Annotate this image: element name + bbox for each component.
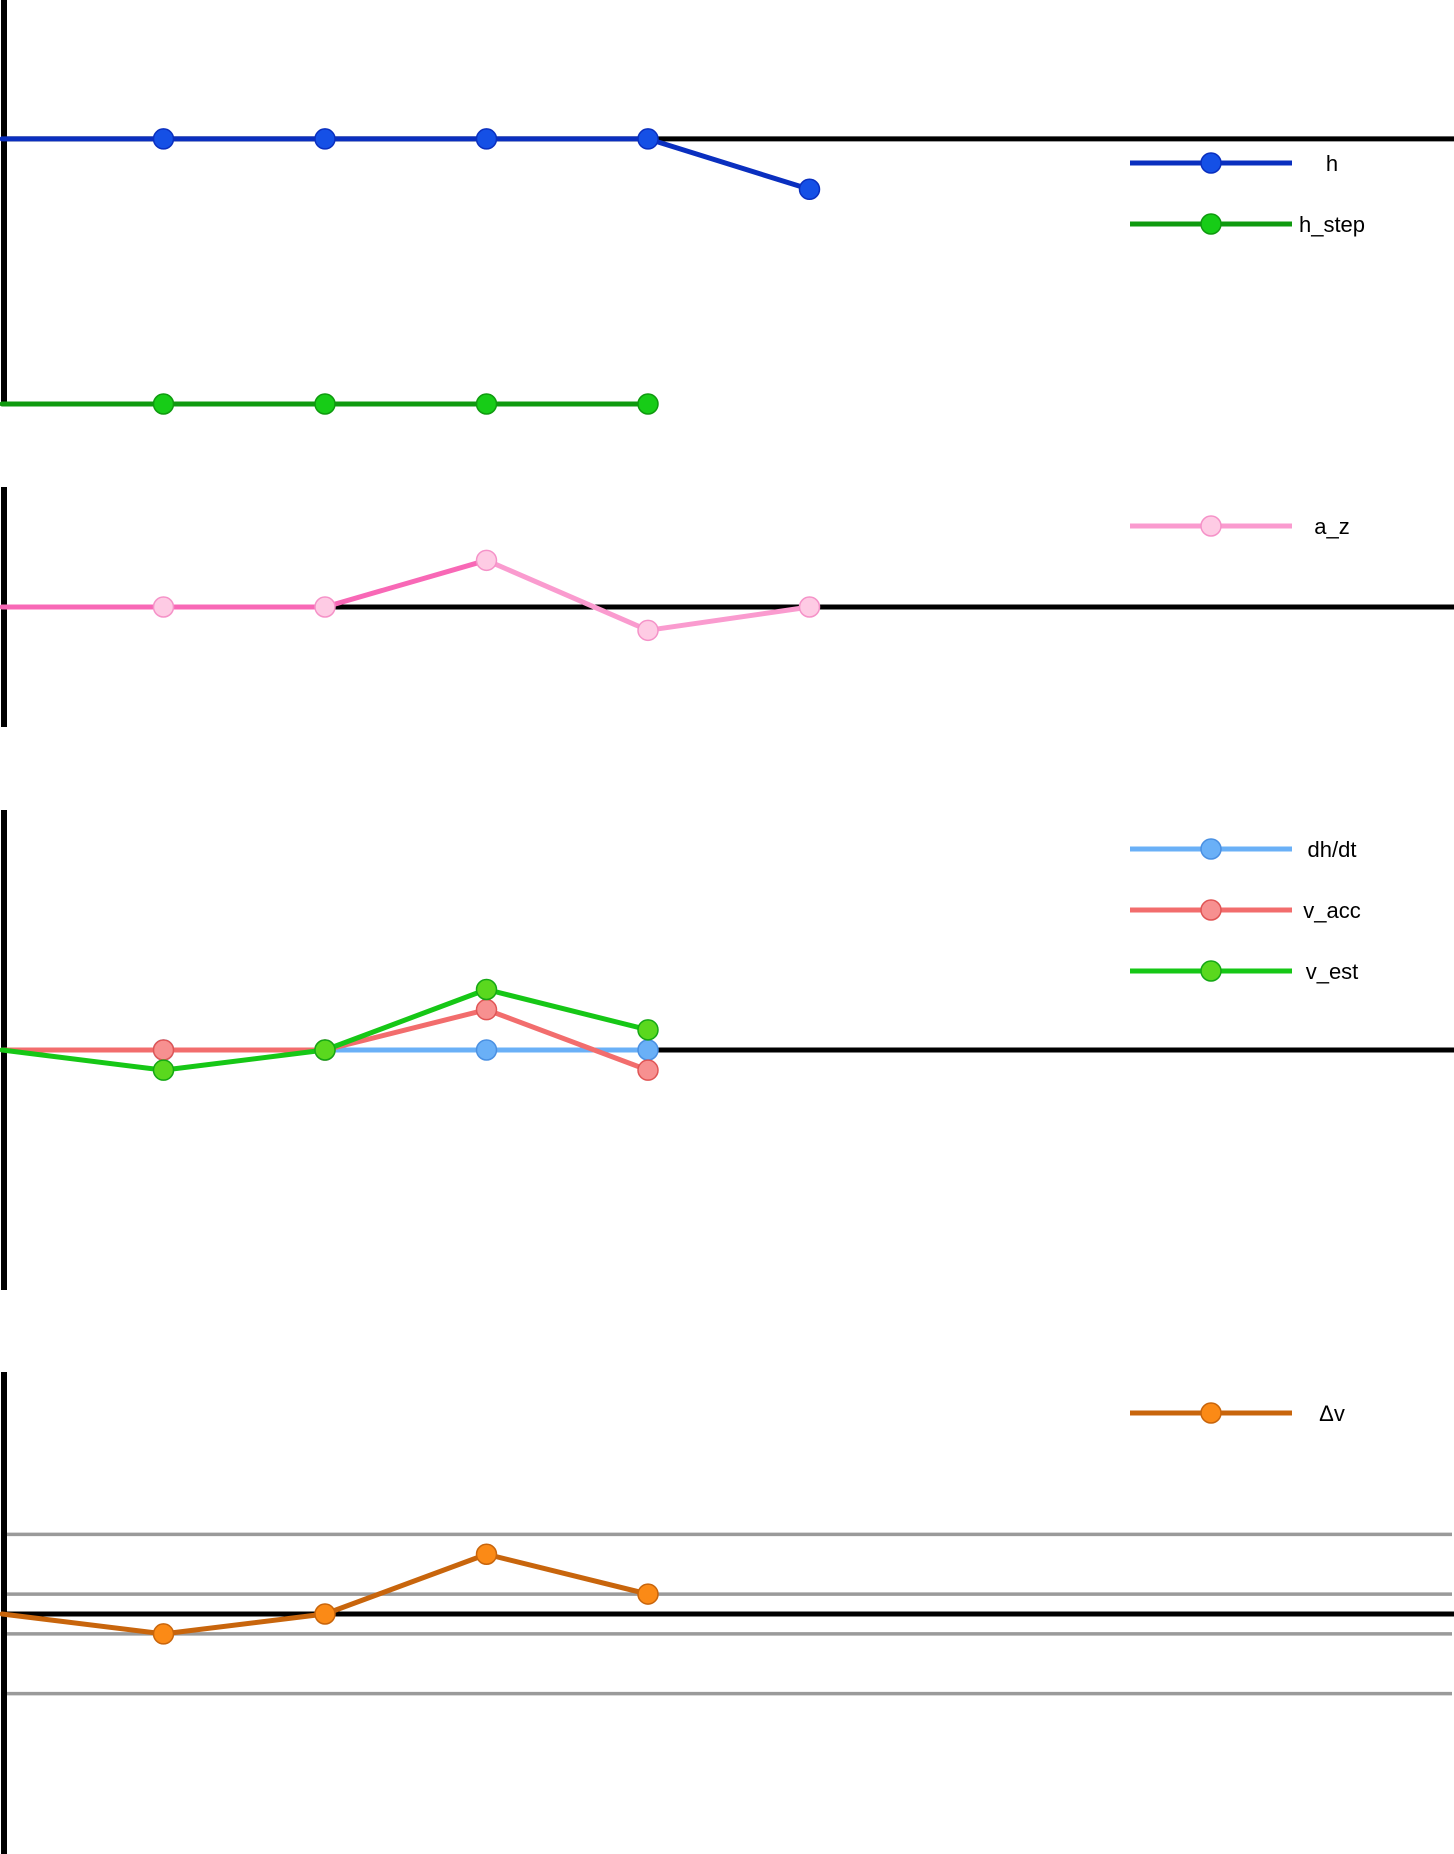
data-point <box>637 393 659 415</box>
legend-marker <box>1200 838 1222 860</box>
data-point <box>475 1543 498 1565</box>
data-point <box>475 128 498 150</box>
series-line-segment <box>645 136 812 192</box>
data-point <box>475 549 498 572</box>
series-line-segment <box>322 1007 489 1053</box>
data-point <box>152 128 175 150</box>
legend-label: a_z <box>1314 514 1349 539</box>
series-line-segment <box>484 1551 651 1597</box>
data-point <box>152 1623 175 1645</box>
legend-label: h_step <box>1299 212 1365 237</box>
series-line-segment <box>322 987 489 1053</box>
legend-label: Δv <box>1319 1401 1345 1426</box>
data-point <box>637 1059 659 1081</box>
legend-label: v_acc <box>1303 898 1360 923</box>
legend-marker <box>1200 1402 1222 1424</box>
data-point <box>152 1039 175 1061</box>
series-line-segment <box>322 1551 489 1617</box>
legend-marker <box>1200 960 1222 982</box>
data-point <box>475 1039 498 1061</box>
series-line-segment <box>161 1611 328 1637</box>
data-point <box>475 998 498 1021</box>
data-point <box>637 619 659 642</box>
chart-panel-4: Δv <box>0 1372 1454 1854</box>
chart-panel-2: a_z <box>0 487 1454 727</box>
data-point <box>475 978 498 1001</box>
legend-marker <box>1200 213 1222 235</box>
data-point <box>637 128 659 150</box>
data-point <box>152 393 175 415</box>
data-point <box>637 1039 659 1061</box>
data-point <box>314 1039 336 1061</box>
chart-panel-3: dh/dt v_acc v_est <box>0 810 1454 1290</box>
data-point <box>475 393 498 415</box>
data-point <box>798 596 821 618</box>
series-line-segment <box>322 557 489 610</box>
series-line-segment <box>0 1047 166 1073</box>
series-line-segment <box>0 1611 166 1637</box>
series-line-segment <box>645 604 812 633</box>
data-point <box>314 596 336 618</box>
series-line-segment <box>161 1047 328 1073</box>
data-point <box>637 1583 659 1605</box>
legend-label: h <box>1326 151 1338 176</box>
series-line-segment <box>484 987 651 1033</box>
legend-marker <box>1200 515 1222 537</box>
legend-label: v_est <box>1306 959 1359 984</box>
data-point <box>314 128 336 150</box>
legend-label: dh/dt <box>1308 837 1357 862</box>
data-point <box>314 393 336 415</box>
data-point <box>152 1059 175 1081</box>
data-point <box>314 1603 336 1625</box>
legend-marker <box>1200 152 1222 174</box>
chart-panel-1: h h_step <box>0 0 1454 415</box>
data-point <box>798 178 821 201</box>
data-point <box>152 596 175 618</box>
series-line-segment <box>484 557 651 633</box>
data-point <box>637 1019 659 1041</box>
legend-marker <box>1200 899 1222 921</box>
series-line-segment <box>484 1007 651 1073</box>
